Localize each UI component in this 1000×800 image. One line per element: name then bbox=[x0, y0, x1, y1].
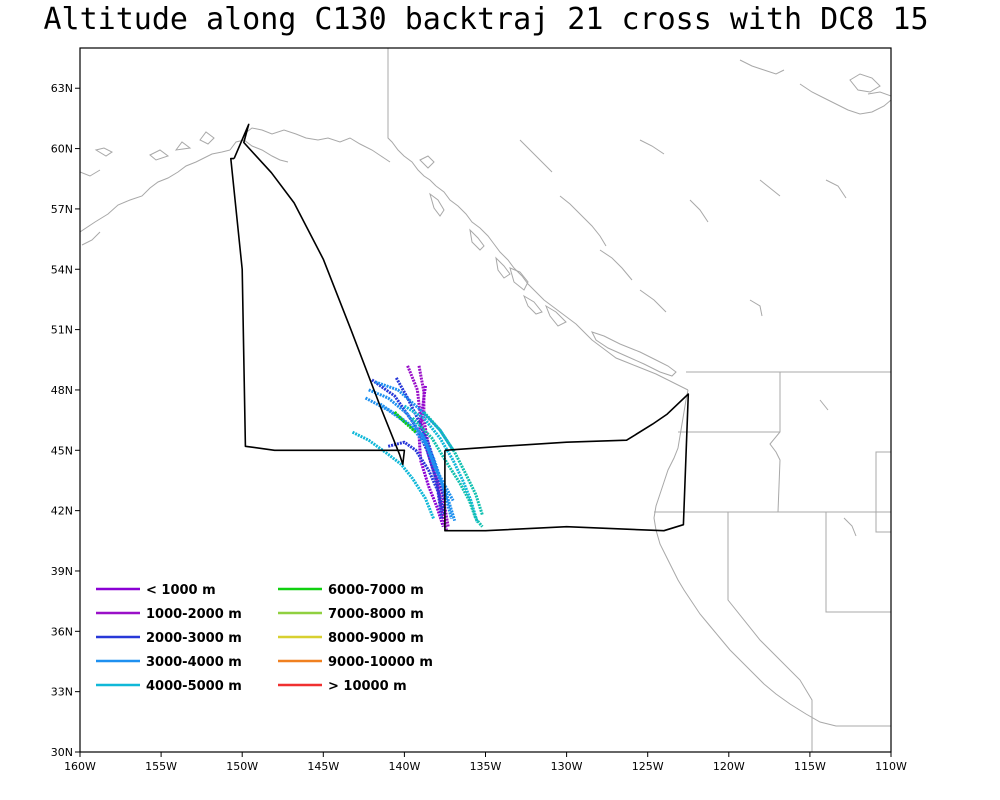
trajectory-line bbox=[368, 388, 457, 522]
trajectory-line bbox=[422, 411, 484, 516]
x-tick-label: 120W bbox=[713, 760, 745, 773]
y-tick-label: 51N bbox=[51, 324, 73, 337]
y-tick-label: 63N bbox=[51, 82, 73, 95]
trajectories bbox=[351, 365, 484, 532]
x-tick-label: 140W bbox=[388, 760, 420, 773]
trajectory-line bbox=[411, 417, 484, 528]
flight-track-line bbox=[444, 393, 690, 532]
y-tick-label: 48N bbox=[51, 384, 73, 397]
x-tick-label: 125W bbox=[632, 760, 664, 773]
flight-track bbox=[230, 123, 690, 532]
x-tick-label: 160W bbox=[64, 760, 96, 773]
legend-label: 1000-2000 m bbox=[146, 607, 242, 622]
trajectory-line bbox=[374, 380, 455, 452]
y-axis: 30N 33N 36N 39N 42N 45N 48N 51N 54N 57N 60N 63N bbox=[51, 82, 80, 759]
y-tick-label: 39N bbox=[51, 565, 73, 578]
y-tick-label: 36N bbox=[51, 625, 73, 638]
legend-label: < 1000 m bbox=[146, 583, 216, 598]
y-tick-label: 30N bbox=[51, 746, 73, 759]
x-tick-label: 130W bbox=[551, 760, 583, 773]
legend-label: 4000-5000 m bbox=[146, 679, 242, 694]
trajectory-line bbox=[371, 378, 444, 519]
legend-label: 3000-4000 m bbox=[146, 655, 242, 670]
y-tick-label: 42N bbox=[51, 505, 73, 518]
y-tick-label: 54N bbox=[51, 263, 73, 276]
x-tick-label: 145W bbox=[307, 760, 339, 773]
legend-label: 8000-9000 m bbox=[328, 631, 424, 646]
flight-track-line bbox=[230, 123, 406, 466]
x-axis: 160W 155W 150W 145W 140W 135W 130W 125W 120W 115W… bbox=[64, 752, 907, 773]
y-tick-label: 45N bbox=[51, 444, 73, 457]
legend-label: 6000-7000 m bbox=[328, 583, 424, 598]
trajectory-line bbox=[403, 404, 479, 524]
legend-label: 2000-3000 m bbox=[146, 631, 242, 646]
coastlines bbox=[80, 48, 891, 752]
legend-label: 9000-10000 m bbox=[328, 655, 433, 670]
y-tick-label: 60N bbox=[51, 143, 73, 156]
trajectory-line bbox=[387, 440, 447, 516]
legend-label: 7000-8000 m bbox=[328, 607, 424, 622]
legend: < 1000 m 1000-2000 m 2000-3000 m 3000-4000 … bbox=[96, 583, 433, 694]
page-title: Altitude along C130 backtraj 21 cross wi… bbox=[43, 2, 929, 37]
y-tick-label: 57N bbox=[51, 203, 73, 216]
x-tick-label: 110W bbox=[875, 760, 907, 773]
x-tick-label: 135W bbox=[470, 760, 502, 773]
x-tick-label: 155W bbox=[145, 760, 177, 773]
y-tick-label: 33N bbox=[51, 686, 73, 699]
trajectory-line bbox=[351, 430, 435, 520]
legend-label: > 10000 m bbox=[328, 679, 407, 694]
trajectory-line bbox=[393, 411, 417, 434]
map-frame bbox=[79, 47, 892, 753]
x-tick-label: 115W bbox=[794, 760, 826, 773]
x-tick-label: 150W bbox=[226, 760, 258, 773]
